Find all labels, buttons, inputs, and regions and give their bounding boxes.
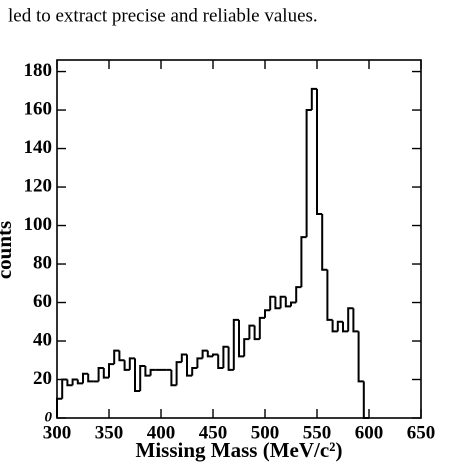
histogram-bin bbox=[144, 366, 151, 377]
y-tick-label: 0 bbox=[45, 409, 53, 425]
histogram-bin bbox=[76, 379, 83, 385]
histogram-bin bbox=[123, 360, 130, 371]
histogram-bin bbox=[331, 319, 338, 333]
histogram-bin bbox=[305, 109, 312, 238]
histogram-bin bbox=[258, 316, 265, 340]
histogram-bin bbox=[342, 321, 349, 333]
caption-text: led to extract precise and reliable valu… bbox=[8, 5, 318, 26]
histogram-bin bbox=[61, 378, 68, 399]
histogram-bin bbox=[108, 363, 115, 378]
y-tick-label: 180 bbox=[24, 60, 53, 81]
histogram-bin bbox=[279, 295, 286, 309]
histogram-bin bbox=[149, 368, 156, 376]
histogram-bin bbox=[336, 320, 343, 332]
histogram-bin bbox=[139, 365, 146, 392]
histogram-bin bbox=[316, 88, 323, 215]
y-tick-label: 80 bbox=[33, 252, 52, 273]
histogram-bin bbox=[300, 236, 307, 288]
histogram-bin bbox=[253, 325, 260, 341]
plot-frame bbox=[56, 59, 422, 419]
histogram-bin bbox=[206, 350, 213, 358]
y-tick-label: 160 bbox=[24, 98, 53, 119]
histogram-bin bbox=[310, 87, 317, 111]
histogram-bin bbox=[66, 379, 73, 387]
histogram-bin bbox=[295, 286, 302, 303]
x-tick-label: 300 bbox=[43, 422, 72, 443]
x-tick-label: 650 bbox=[407, 422, 436, 443]
histogram-bin bbox=[274, 296, 281, 310]
x-tick-label: 450 bbox=[199, 422, 228, 443]
histogram-bin bbox=[347, 307, 354, 332]
histogram-bin bbox=[71, 378, 78, 386]
y-tick-label: 40 bbox=[33, 329, 52, 350]
histogram-bin bbox=[222, 345, 229, 368]
histogram-bin bbox=[175, 361, 182, 386]
histogram-bin bbox=[357, 331, 364, 383]
x-tick-label: 550 bbox=[303, 422, 332, 443]
histogram-bin bbox=[82, 372, 89, 384]
histogram-bin bbox=[269, 295, 276, 311]
y-axis-label: counts bbox=[0, 221, 16, 279]
histogram-bin bbox=[196, 357, 203, 368]
histogram-bin bbox=[284, 296, 291, 308]
histogram-bin bbox=[227, 346, 234, 371]
histogram-bin bbox=[243, 338, 250, 357]
histogram-bin bbox=[118, 350, 125, 362]
histogram-bin bbox=[321, 213, 328, 271]
x-axis-label: Missing Mass (MeV/c²) bbox=[136, 438, 343, 462]
x-tick-label: 400 bbox=[147, 422, 176, 443]
histogram-bin bbox=[326, 269, 333, 321]
histogram-bin bbox=[290, 301, 297, 307]
histogram-bin bbox=[238, 319, 245, 358]
y-tick-label: 20 bbox=[33, 368, 52, 389]
histogram-bin bbox=[186, 354, 193, 377]
histogram-bin bbox=[180, 353, 187, 363]
x-tick-label: 500 bbox=[251, 422, 280, 443]
y-tick-label: 120 bbox=[24, 175, 53, 196]
histogram-bin bbox=[232, 318, 239, 370]
histogram-bin bbox=[113, 349, 120, 365]
histogram-bin bbox=[352, 308, 359, 333]
x-tick-label: 600 bbox=[355, 422, 384, 443]
histogram-bin bbox=[170, 369, 177, 387]
histogram-bin bbox=[217, 354, 224, 369]
histogram-bin bbox=[264, 309, 271, 318]
histogram-bin bbox=[362, 381, 369, 419]
y-tick-label: 140 bbox=[24, 137, 53, 158]
x-tick-label: 350 bbox=[95, 422, 124, 443]
histogram-bin bbox=[201, 349, 208, 359]
histogram-bin bbox=[87, 373, 94, 383]
histogram-bin bbox=[56, 397, 63, 418]
histogram-bin bbox=[248, 324, 255, 340]
y-tick-label: 100 bbox=[24, 214, 53, 235]
histogram-bin bbox=[191, 366, 198, 376]
histogram-bin bbox=[212, 353, 219, 357]
histogram-bin bbox=[128, 357, 135, 370]
histogram-bin bbox=[102, 367, 109, 379]
histogram-bin bbox=[97, 366, 104, 382]
histogram-bin bbox=[134, 358, 141, 393]
y-tick-label: 60 bbox=[33, 291, 52, 312]
